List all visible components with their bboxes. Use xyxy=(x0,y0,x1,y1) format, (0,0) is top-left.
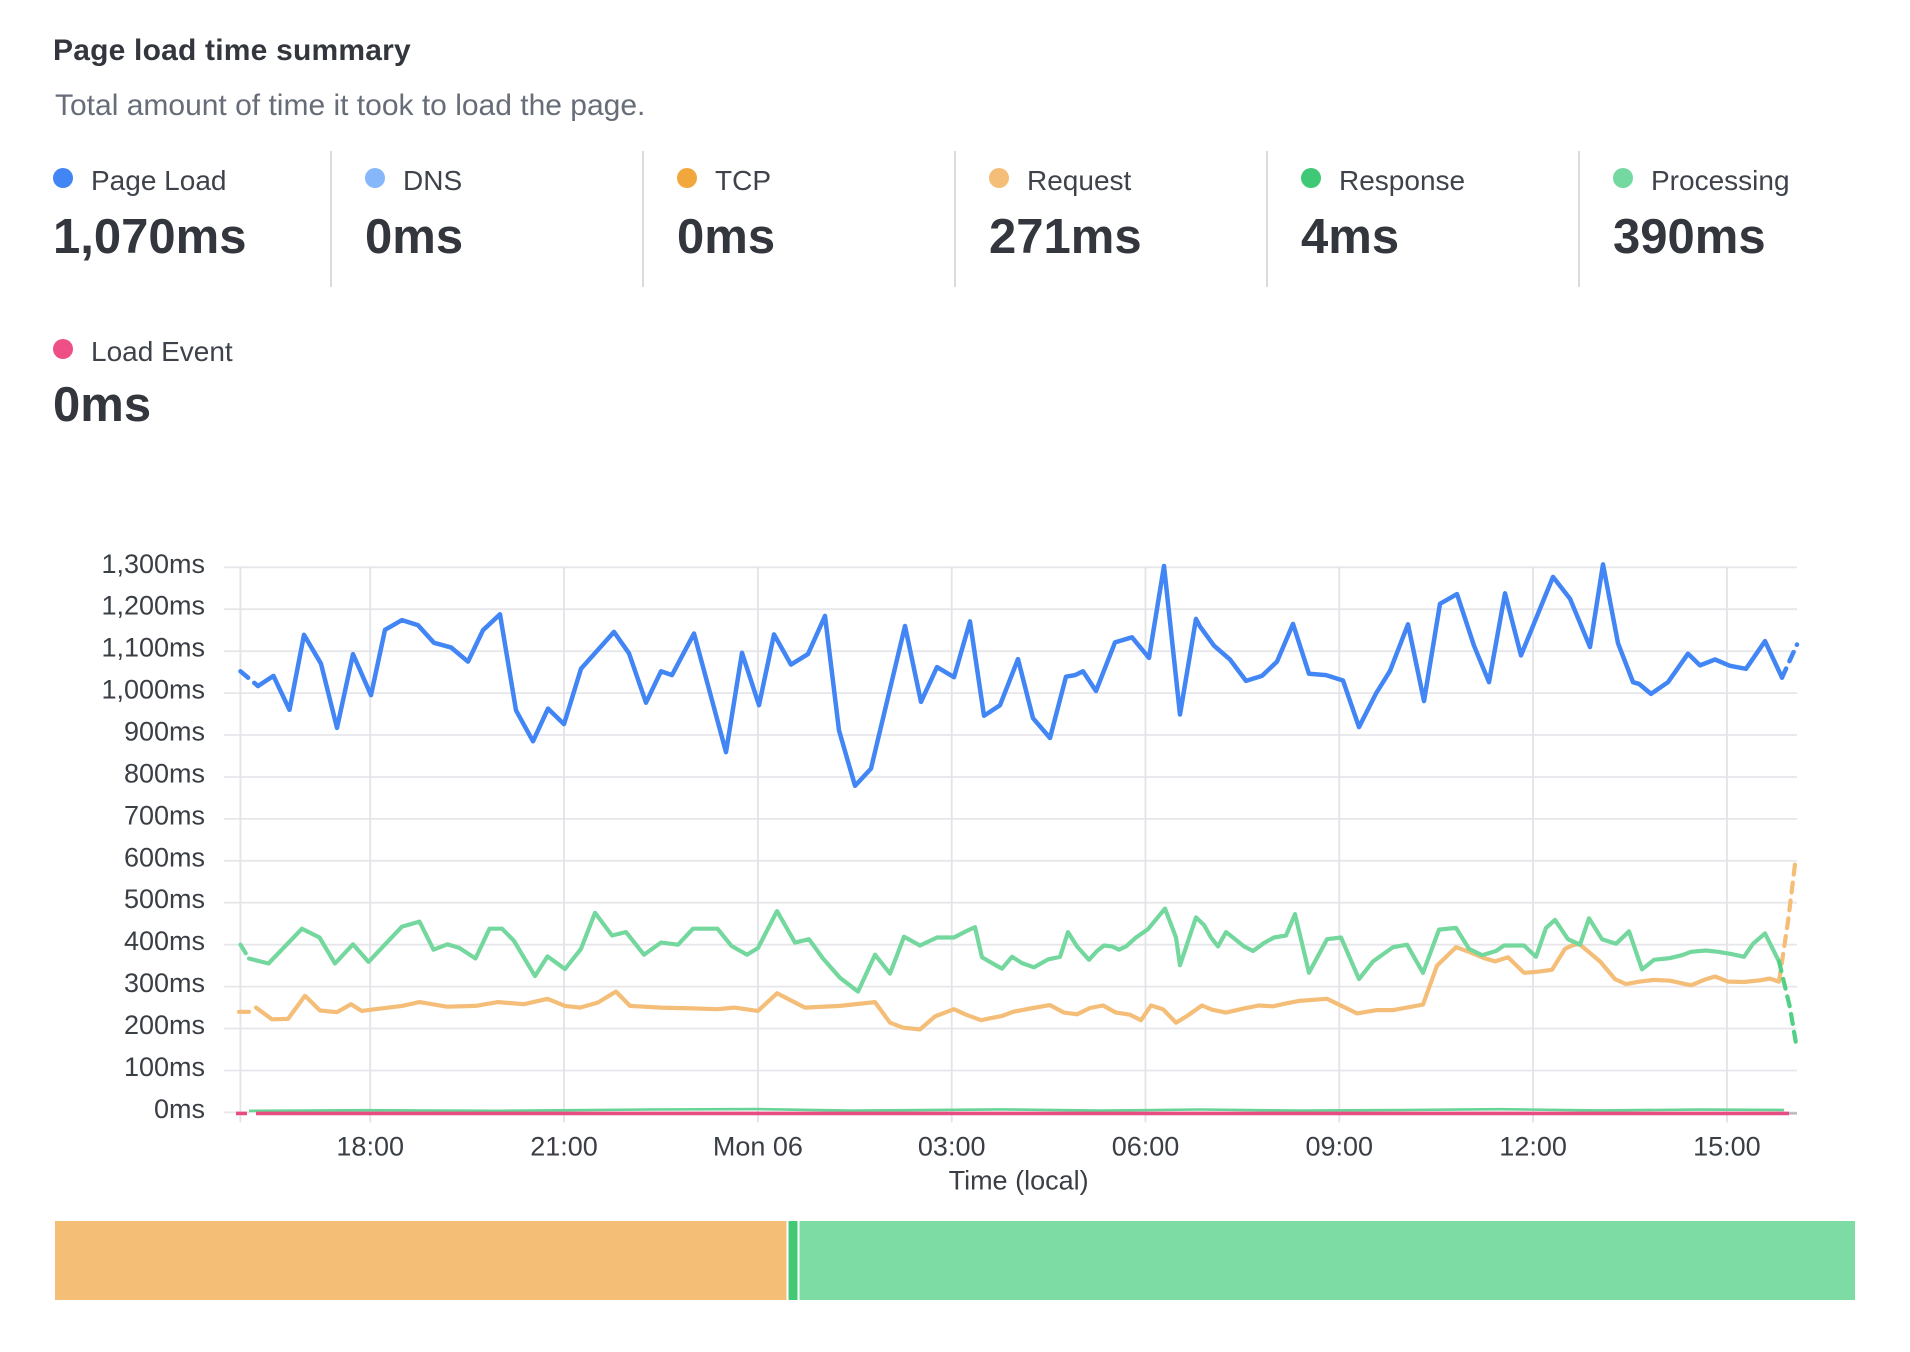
svg-text:600ms: 600ms xyxy=(124,842,205,872)
svg-text:1,100ms: 1,100ms xyxy=(101,633,205,663)
svg-text:1,300ms: 1,300ms xyxy=(101,549,205,579)
svg-text:300ms: 300ms xyxy=(124,968,205,998)
svg-text:700ms: 700ms xyxy=(124,800,205,830)
svg-text:09:00: 09:00 xyxy=(1306,1132,1374,1162)
svg-text:0ms: 0ms xyxy=(154,1094,205,1124)
svg-text:06:00: 06:00 xyxy=(1112,1132,1180,1162)
svg-text:Time (local): Time (local) xyxy=(949,1166,1089,1196)
svg-text:1,200ms: 1,200ms xyxy=(101,591,205,621)
svg-text:Mon 06: Mon 06 xyxy=(713,1132,803,1162)
svg-text:15:00: 15:00 xyxy=(1693,1132,1761,1162)
svg-text:900ms: 900ms xyxy=(124,717,205,747)
svg-text:12:00: 12:00 xyxy=(1499,1132,1567,1162)
svg-text:21:00: 21:00 xyxy=(530,1132,598,1162)
svg-text:800ms: 800ms xyxy=(124,759,205,789)
svg-text:500ms: 500ms xyxy=(124,884,205,914)
svg-text:03:00: 03:00 xyxy=(918,1132,986,1162)
svg-text:100ms: 100ms xyxy=(124,1052,205,1082)
svg-text:400ms: 400ms xyxy=(124,926,205,956)
svg-text:1,000ms: 1,000ms xyxy=(101,675,205,705)
svg-text:200ms: 200ms xyxy=(124,1010,205,1040)
svg-text:18:00: 18:00 xyxy=(336,1132,404,1162)
